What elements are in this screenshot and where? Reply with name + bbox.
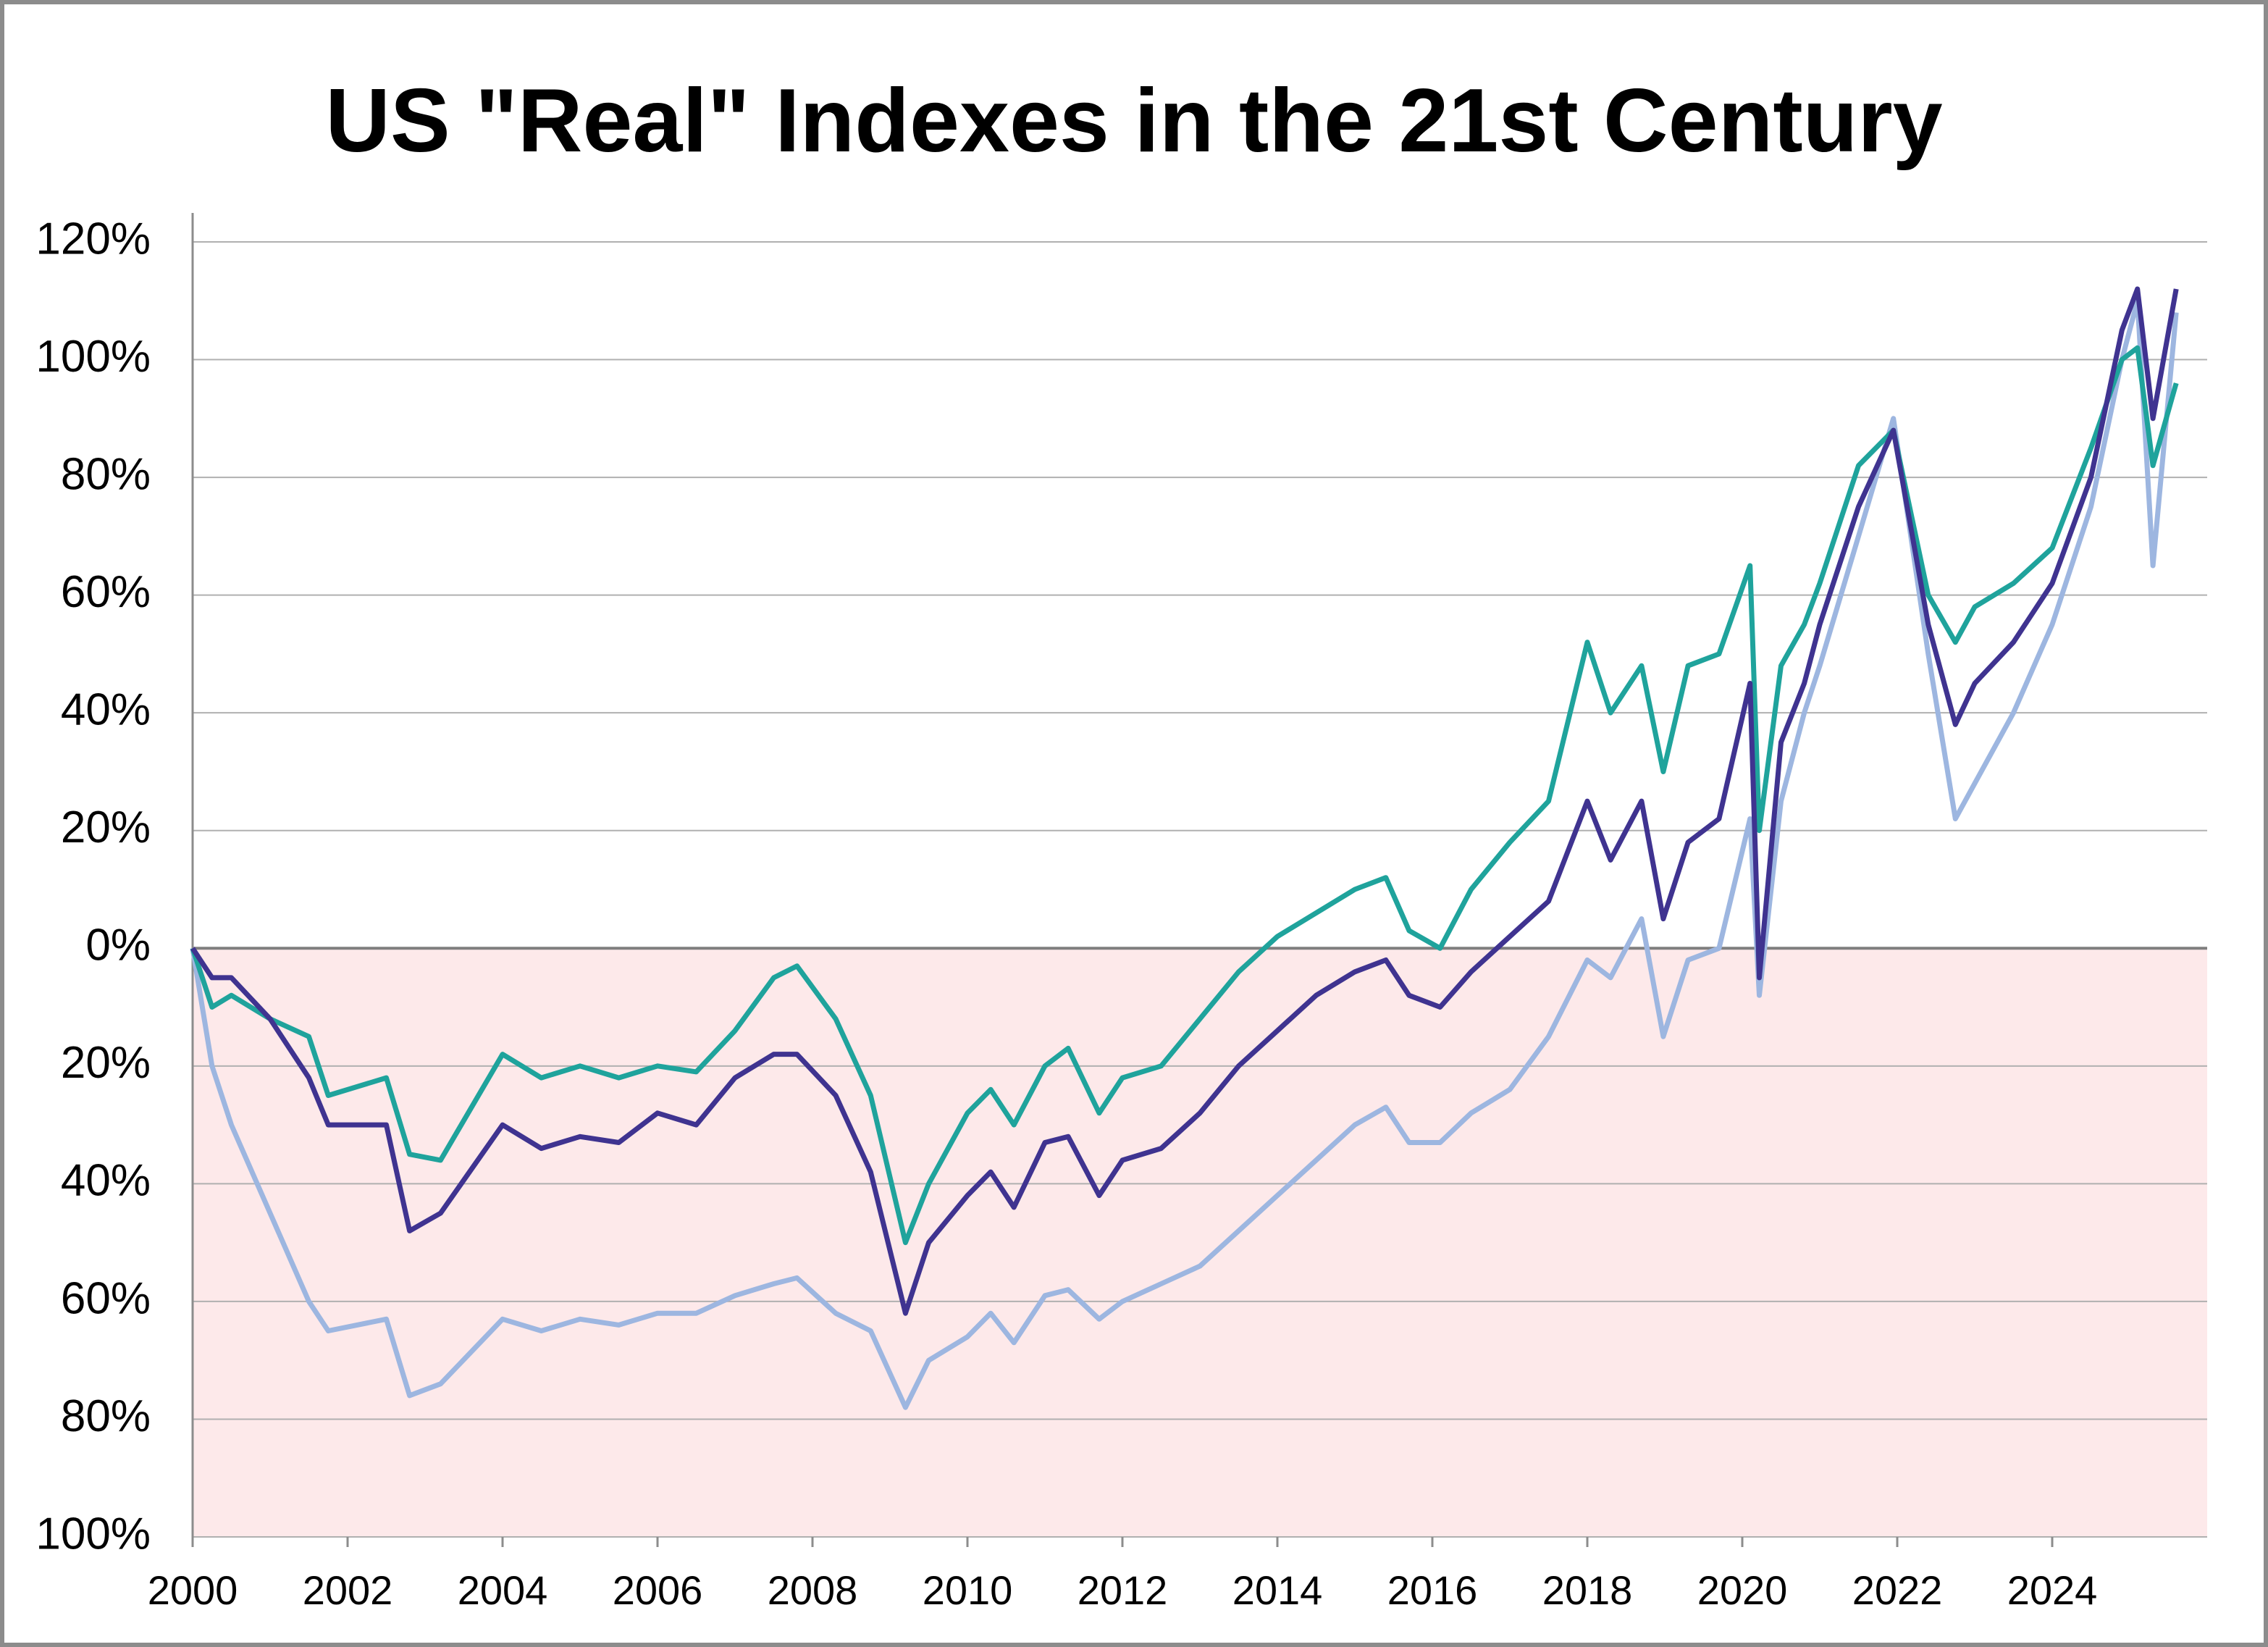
y-tick-label: 40%: [61, 1156, 151, 1206]
x-tick-label: 2018: [1542, 1567, 1633, 1613]
y-tick-label: 0%: [85, 921, 151, 971]
chart-title: US "Real" Indexes in the 21st Century: [325, 71, 1942, 171]
y-tick-label: 20%: [61, 802, 151, 852]
series-line: [190, 298, 2179, 1410]
y-tick-label: 60%: [61, 567, 151, 617]
y-tick-label: 60%: [61, 1273, 151, 1323]
x-tick-label: 2000: [148, 1567, 238, 1613]
x-tick-label: 2024: [2007, 1567, 2098, 1613]
x-tick-label: 2002: [303, 1567, 393, 1613]
y-tick-label: 40%: [61, 685, 151, 735]
series-line: [190, 286, 2179, 1316]
y-tick-label: 120%: [35, 214, 151, 264]
x-tick-label: 2006: [613, 1567, 703, 1613]
x-tick-label: 2014: [1232, 1567, 1323, 1613]
y-tick-label: 100%: [35, 332, 151, 382]
series-line: [190, 345, 2179, 1246]
x-tick-label: 2008: [768, 1567, 858, 1613]
y-tick-label: 100%: [35, 1509, 151, 1559]
x-tick-label: 2010: [923, 1567, 1013, 1613]
x-tick-label: 2016: [1387, 1567, 1478, 1613]
x-tick-label: 2004: [458, 1567, 548, 1613]
y-tick-label: 20%: [61, 1038, 151, 1088]
y-tick-label: 80%: [61, 449, 151, 499]
negative-region: [193, 948, 2207, 1537]
x-tick-label: 2012: [1078, 1567, 1168, 1613]
x-tick-label: 2022: [1852, 1567, 1943, 1613]
y-tick-label: 80%: [61, 1391, 151, 1441]
x-tick-label: 2020: [1697, 1567, 1788, 1613]
